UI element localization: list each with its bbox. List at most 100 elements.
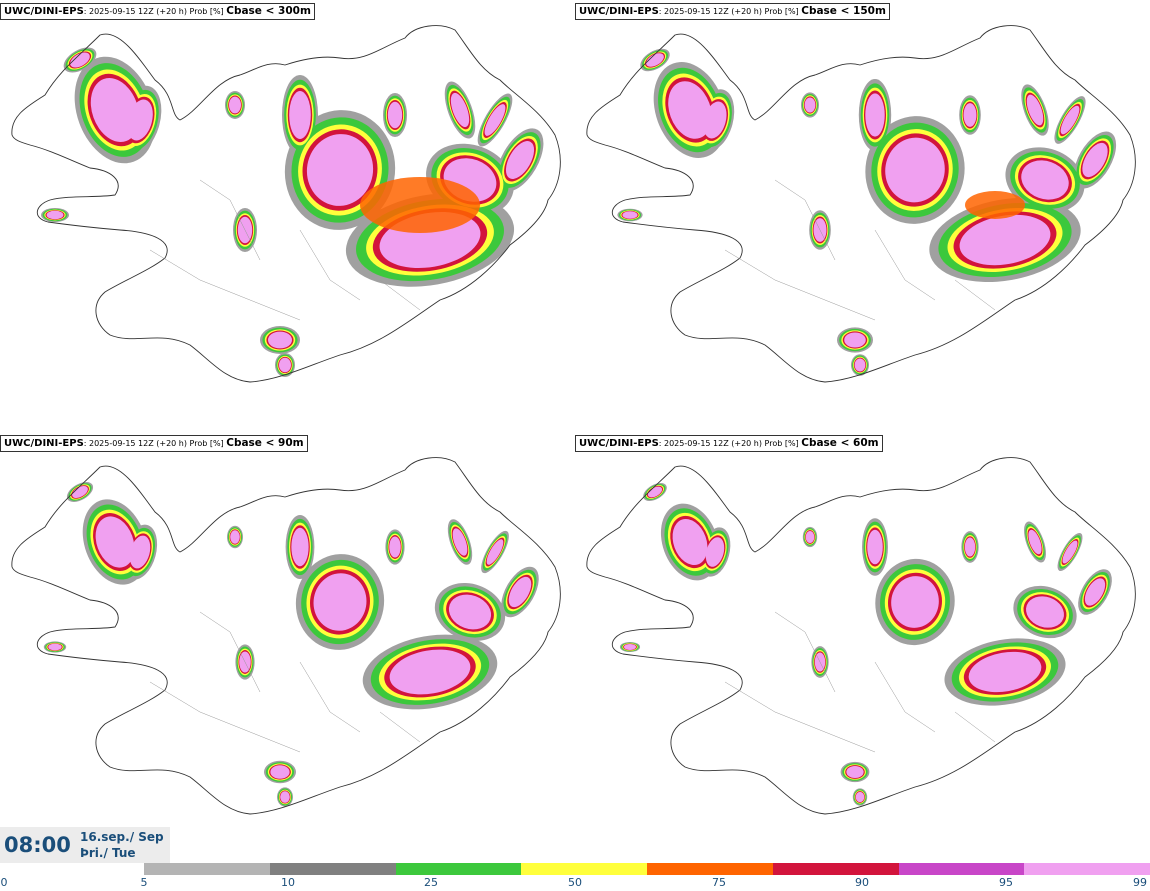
probability-area — [48, 643, 62, 651]
probability-area — [867, 529, 883, 565]
probability-area — [854, 358, 866, 372]
run-info: : 2025-09-15 12Z (+20 h) Prob [%] — [658, 439, 802, 448]
probability-area — [508, 576, 532, 608]
border-line — [299, 661, 361, 733]
border-line — [379, 279, 421, 311]
probability-area — [1060, 105, 1080, 135]
colorbar-tick-label: 75 — [712, 876, 726, 889]
probability-area — [844, 332, 866, 348]
iceland-probability-map — [586, 25, 1136, 383]
probability-area — [484, 104, 506, 136]
run-info: : 2025-09-15 12Z (+20 h) Prob [%] — [658, 7, 802, 16]
colorbar-tick-label: 90 — [855, 876, 869, 889]
probability-area — [622, 211, 638, 219]
probability-area — [846, 765, 864, 779]
probability-area — [646, 53, 664, 67]
probability-area — [1026, 596, 1064, 628]
colorbar-segment — [521, 863, 647, 875]
colorbar-segment — [647, 863, 773, 875]
iceland-probability-map — [586, 457, 1136, 815]
probability-area — [291, 527, 309, 567]
probability-area — [668, 81, 712, 139]
probability-area — [964, 537, 976, 557]
probability-area — [306, 134, 374, 206]
probability-area — [672, 518, 708, 566]
colorbar-tick-label: 50 — [568, 876, 582, 889]
border-line — [199, 179, 261, 261]
border-line — [874, 229, 936, 301]
probability-area — [891, 576, 939, 628]
valid-time: 08:00 — [4, 833, 71, 857]
map-panel: UWC/DINI-EPS: 2025-09-15 12Z (+20 h) Pro… — [0, 432, 575, 864]
colorbar-tick-label: 25 — [424, 876, 438, 889]
border-line — [199, 611, 261, 693]
probability-area — [885, 137, 945, 203]
probability-area — [90, 78, 140, 142]
probability-area — [129, 535, 151, 569]
probability-area — [360, 177, 480, 233]
colorbar-segment — [898, 863, 1025, 875]
probability-area — [486, 539, 504, 565]
probability-area — [389, 536, 401, 558]
colorbar-tick-label: 5 — [140, 876, 148, 889]
colorbar-tick-label: 10 — [281, 876, 295, 889]
probability-area — [270, 765, 290, 779]
border-line — [149, 249, 301, 321]
probability-area — [230, 530, 240, 544]
valid-date-line2: Þri./ Tue — [80, 846, 136, 860]
probability-area — [965, 191, 1025, 219]
colorbar-tick-label: 99 — [1133, 876, 1147, 889]
probability-area — [72, 486, 88, 498]
probability-area — [450, 92, 470, 128]
panel-title: UWC/DINI-EPS: 2025-09-15 12Z (+20 h) Pro… — [575, 3, 890, 20]
probability-area — [313, 573, 367, 631]
probability-area — [1084, 578, 1106, 606]
border-line — [724, 249, 876, 321]
probability-area — [703, 101, 727, 139]
valid-date-line1: 16.sep./ Sep — [80, 830, 164, 844]
cbase-threshold: Cbase < 150m — [801, 5, 886, 17]
probability-area — [389, 649, 471, 695]
valid-time-box: 08:00 16.sep./ Sep Þri./ Tue — [0, 827, 170, 863]
probability-area — [448, 594, 492, 630]
panel-title: UWC/DINI-EPS: 2025-09-15 12Z (+20 h) Pro… — [575, 435, 883, 452]
coastline — [586, 25, 1136, 383]
probability-area — [289, 91, 311, 139]
border-line — [774, 179, 836, 261]
probability-area — [805, 530, 815, 544]
probability-area — [95, 516, 135, 568]
probability-area — [963, 103, 977, 127]
probability-area — [279, 357, 291, 373]
probability-area — [804, 97, 816, 113]
border-line — [774, 611, 836, 693]
map-panel: UWC/DINI-EPS: 2025-09-15 12Z (+20 h) Pro… — [575, 0, 1150, 432]
probability-area — [46, 210, 64, 220]
colorbar-tick-label: 0 — [0, 876, 8, 889]
probability-area — [452, 528, 468, 556]
colorbar-segment — [269, 863, 396, 875]
probability-area — [1082, 142, 1108, 178]
model-name: UWC/DINI-EPS — [4, 6, 84, 17]
model-name: UWC/DINI-EPS — [579, 6, 659, 17]
coastline — [586, 457, 1136, 815]
probability-area — [1062, 540, 1078, 564]
border-line — [724, 681, 876, 753]
probability-layer — [623, 486, 1106, 803]
probability-area — [1021, 160, 1069, 200]
probability-area — [280, 791, 290, 803]
border-line — [299, 229, 361, 301]
probability-area — [229, 96, 241, 114]
coastline — [11, 25, 561, 383]
border-line — [954, 279, 996, 311]
map-panel: UWC/DINI-EPS: 2025-09-15 12Z (+20 h) Pro… — [0, 0, 575, 432]
probability-area — [127, 99, 153, 141]
border-line — [379, 711, 421, 743]
colorbar-segment — [772, 863, 899, 875]
run-info: : 2025-09-15 12Z (+20 h) Prob [%] — [83, 439, 227, 448]
probability-area — [959, 214, 1051, 266]
cbase-threshold: Cbase < 90m — [226, 437, 304, 449]
probability-area — [70, 52, 90, 68]
probability-layer — [622, 53, 1108, 372]
probability-area — [865, 93, 885, 137]
border-line — [874, 661, 936, 733]
